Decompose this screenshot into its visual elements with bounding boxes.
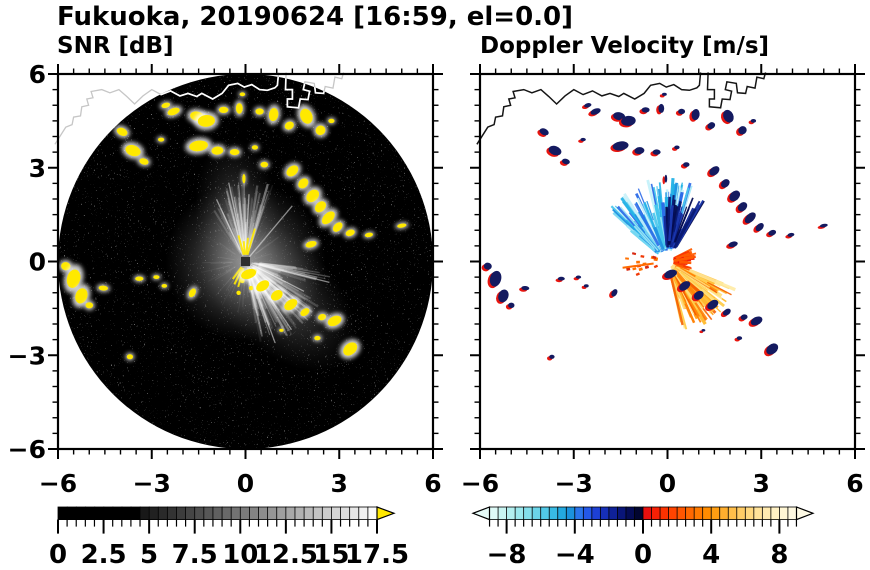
svg-text:5: 5 <box>140 540 158 570</box>
snr-panel-graphics <box>54 72 433 449</box>
svg-text:−6: −6 <box>461 469 499 498</box>
velocity-axes: −6 −3 0 3 6 <box>461 64 865 498</box>
svg-text:−6: −6 <box>8 435 46 464</box>
svg-text:6: 6 <box>29 60 46 89</box>
velocity-colorbar: −8 −4 0 4 8 <box>471 506 815 570</box>
svg-text:0: 0 <box>659 469 676 498</box>
svg-text:2.5: 2.5 <box>81 540 127 570</box>
svg-text:0: 0 <box>634 540 652 570</box>
velocity-panel-graphics <box>476 72 828 361</box>
snr-panel-title: SNR [dB] <box>57 33 174 59</box>
svg-text:17.5: 17.5 <box>345 540 409 570</box>
svg-text:0: 0 <box>49 540 67 570</box>
radar-site-marker <box>241 257 250 266</box>
svg-text:−8: −8 <box>487 540 527 570</box>
svg-text:−3: −3 <box>133 469 171 498</box>
svg-text:−3: −3 <box>555 469 593 498</box>
velocity-under-arrow <box>471 506 491 521</box>
coastline-right <box>476 72 702 145</box>
svg-text:3: 3 <box>29 154 46 183</box>
velocity-panel-title: Doppler Velocity [m/s] <box>480 33 770 59</box>
svg-text:6: 6 <box>424 469 441 498</box>
svg-text:6: 6 <box>846 469 863 498</box>
svg-text:7.5: 7.5 <box>172 540 218 570</box>
svg-text:15: 15 <box>313 540 349 570</box>
svg-text:0: 0 <box>237 469 254 498</box>
svg-text:12.5: 12.5 <box>254 540 318 570</box>
snr-over-arrow <box>376 506 396 521</box>
svg-text:4: 4 <box>702 540 720 570</box>
svg-text:0: 0 <box>29 248 46 277</box>
svg-text:8: 8 <box>770 540 788 570</box>
figure-title: Fukuoka, 20190624 [16:59, el=0.0] <box>57 2 574 32</box>
svg-text:3: 3 <box>753 469 770 498</box>
svg-text:−6: −6 <box>39 469 77 498</box>
svg-text:10: 10 <box>222 540 258 570</box>
snr-axes: −6 −6 −3 −3 0 0 3 3 6 6 <box>8 60 443 498</box>
svg-text:−4: −4 <box>555 540 595 570</box>
svg-text:−3: −3 <box>8 341 46 370</box>
svg-text:3: 3 <box>331 469 348 498</box>
velocity-over-arrow <box>795 506 815 521</box>
